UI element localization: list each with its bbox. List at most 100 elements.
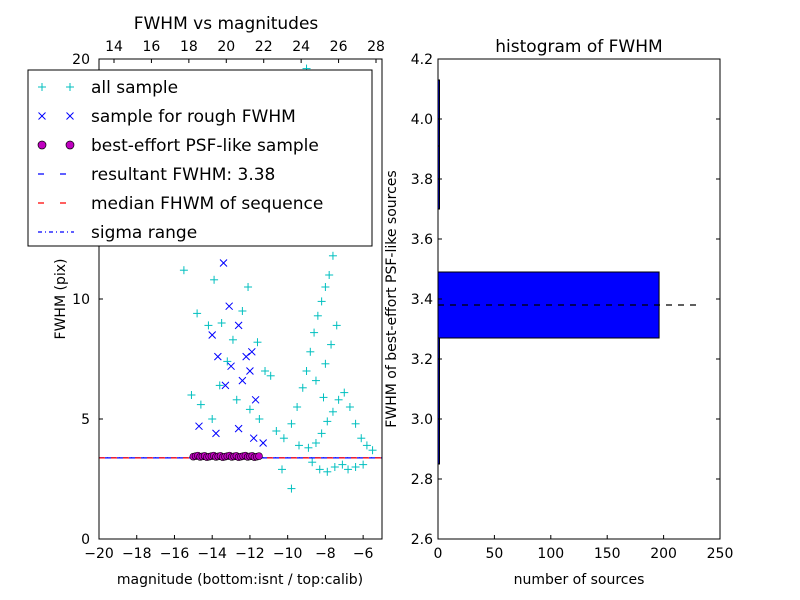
all-sample-point — [208, 415, 217, 423]
histogram-xtick-label: 100 — [537, 546, 564, 562]
all-sample-point — [340, 388, 349, 397]
scatter-ytick-label: 5 — [81, 412, 90, 428]
all-sample-point — [210, 275, 219, 284]
all-sample-point — [319, 393, 328, 402]
scatter-legend: all sample sample for rough FWHM best-effo… — [27, 69, 373, 247]
rough-fwhm-point — [221, 381, 230, 390]
scatter-top-tick-label: 26 — [330, 39, 348, 55]
all-sample-point — [228, 335, 237, 344]
scatter-top-tick-label: 14 — [105, 39, 123, 55]
all-sample-point — [193, 309, 202, 318]
scatter-ytick-label: 0 — [81, 532, 90, 548]
all-sample-point — [357, 434, 366, 443]
all-sample-point — [255, 415, 264, 423]
histogram-ytick-label: 2.8 — [411, 472, 433, 488]
histogram-xtick-label: 0 — [434, 546, 443, 562]
histogram-xtick-label: 200 — [650, 546, 677, 562]
all-sample-point — [323, 467, 332, 476]
all-sample-point — [223, 357, 232, 366]
all-sample-point — [293, 403, 302, 411]
histogram-marks — [437, 79, 698, 465]
legend-label: sigma range — [91, 223, 197, 243]
histogram-ytick-label: 3.6 — [411, 232, 433, 248]
histogram-ytick-label: 3.2 — [411, 352, 433, 368]
all-sample-point — [294, 441, 303, 450]
scatter-xtick-label: −16 — [160, 546, 190, 562]
rough-fwhm-point — [247, 347, 256, 356]
all-sample-point — [321, 283, 330, 291]
all-sample-point — [261, 367, 270, 375]
legend-entry: sigma range — [38, 223, 197, 243]
legend-label: best-effort PSF-like sample — [91, 136, 319, 156]
histogram-ylabel: FWHM of best-effort PSF-like sources — [384, 170, 400, 427]
legend-label: all sample — [91, 78, 178, 98]
rough-fwhm-point — [195, 422, 203, 431]
scatter-xtick-label: −10 — [273, 546, 303, 562]
scatter-xtick-label: −6 — [353, 546, 374, 562]
rough-fwhm-point — [249, 434, 258, 443]
histogram-ytick-label: 2.6 — [411, 532, 433, 548]
scatter-ylabel: FWHM (pix) — [53, 259, 69, 340]
all-sample-point — [244, 283, 253, 291]
histogram-xtick-label: 50 — [485, 546, 503, 562]
all-sample-point — [323, 417, 332, 426]
all-sample-point — [317, 297, 326, 306]
all-sample-point — [204, 321, 213, 330]
all-sample-point — [279, 434, 288, 443]
psf-sample-point — [255, 452, 263, 460]
all-sample-point — [308, 458, 317, 467]
scatter-xlabel: magnitude (bottom:isnt / top:calib) — [117, 572, 363, 588]
all-sample-point — [196, 400, 205, 409]
scatter-panel: −20 −18 −16 −14 −12 −10 −8 −6 0 5 10 14 16 18 20 22 24 26… — [27, 14, 385, 588]
legend-plus-marker — [38, 83, 46, 91]
histogram-ytick-label: 4.0 — [411, 112, 433, 128]
scatter-ticks: −20 −18 −16 −14 −12 −10 −8 −6 0 5 10 14 16 18 20 22 24 26… — [72, 39, 385, 562]
scatter-xtick-label: −14 — [197, 546, 227, 562]
scatter-xtick-label: −12 — [235, 546, 265, 562]
legend-entry: best-effort PSF-like sample — [37, 136, 319, 156]
all-sample-point — [238, 307, 247, 315]
scatter-top-tick-label: 18 — [180, 39, 198, 55]
all-sample-point — [362, 441, 371, 450]
scatter-ytick-label: 10 — [72, 292, 90, 308]
all-sample-point — [327, 340, 336, 349]
legend-x-marker — [66, 112, 74, 120]
scatter-xtick-label: −18 — [122, 546, 152, 562]
all-sample-point — [328, 407, 337, 416]
histogram-ytick-label: 3.0 — [411, 412, 433, 428]
all-sample-point — [311, 439, 320, 447]
all-sample-point — [302, 367, 311, 375]
legend-entry: sample for rough FWHM — [38, 107, 296, 127]
all-sample-point — [359, 460, 368, 469]
rough-fwhm-point — [238, 376, 247, 385]
rough-fwhm-point — [227, 362, 235, 371]
legend-circle-marker — [37, 140, 47, 150]
all-sample-point — [344, 465, 353, 474]
all-sample-point — [253, 338, 262, 347]
legend-entry: resultant FWHM: 3.38 — [38, 165, 275, 185]
legend-circle-marker — [65, 140, 75, 150]
all-sample-point — [306, 347, 315, 356]
all-sample-point — [304, 443, 313, 452]
legend-x-marker — [38, 112, 46, 120]
all-sample-point — [245, 405, 254, 414]
all-sample-point — [345, 403, 354, 411]
histogram-xlabel: number of sources — [514, 572, 645, 588]
all-sample-point — [217, 319, 226, 327]
histogram-xtick-label: 150 — [594, 546, 621, 562]
legend-entry: median FHWM of sequence — [38, 194, 323, 214]
all-sample-point — [321, 359, 330, 368]
all-sample-point — [315, 465, 324, 474]
all-sample-point — [272, 427, 281, 435]
all-sample-point — [330, 463, 339, 471]
scatter-xtick-label: −8 — [315, 546, 336, 562]
all-sample-point — [368, 446, 377, 455]
legend-label: median FHWM of sequence — [91, 194, 323, 214]
rough-fwhm-point — [234, 321, 243, 330]
scatter-title: FWHM vs magnitudes — [134, 14, 319, 34]
all-sample-point — [287, 419, 296, 428]
all-sample-point — [278, 465, 287, 474]
histogram-xtick-label: 250 — [707, 546, 734, 562]
rough-fwhm-point — [246, 367, 254, 375]
